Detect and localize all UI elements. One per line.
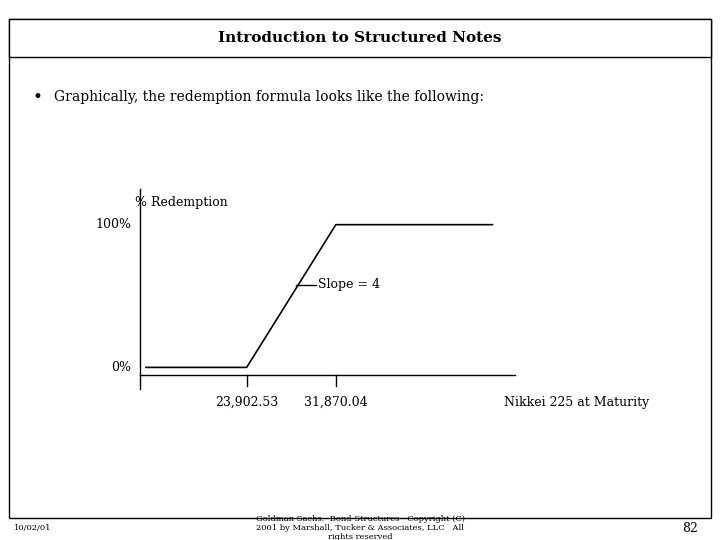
Text: Goldman Sachs:  Bond Structures   Copyright (C)
2001 by Marshall, Tucker & Assoc: Goldman Sachs: Bond Structures Copyright… — [256, 515, 464, 540]
Text: 100%: 100% — [96, 218, 132, 231]
Text: Slope = 4: Slope = 4 — [318, 278, 380, 291]
Text: 0%: 0% — [112, 361, 132, 374]
FancyBboxPatch shape — [9, 19, 711, 57]
Text: % Redemption: % Redemption — [135, 196, 228, 209]
Text: 10/02/01: 10/02/01 — [14, 524, 52, 532]
Text: 31,870.04: 31,870.04 — [304, 396, 368, 409]
Text: Introduction to Structured Notes: Introduction to Structured Notes — [218, 31, 502, 45]
Text: 23,902.53: 23,902.53 — [215, 396, 279, 409]
Text: Nikkei 225 at Maturity: Nikkei 225 at Maturity — [503, 396, 649, 409]
Text: •: • — [32, 89, 42, 106]
Text: 82: 82 — [683, 522, 698, 535]
Text: Graphically, the redemption formula looks like the following:: Graphically, the redemption formula look… — [54, 90, 484, 104]
FancyBboxPatch shape — [9, 19, 711, 518]
